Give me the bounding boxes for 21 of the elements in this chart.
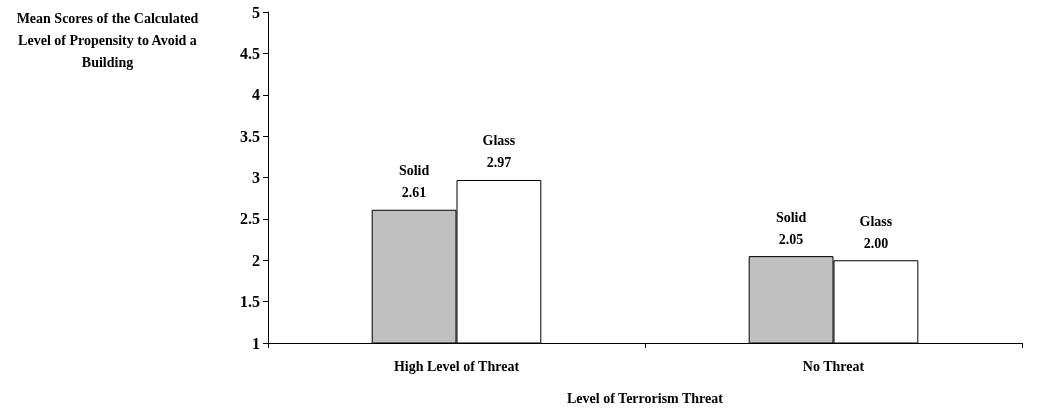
y-tick-label: 3 <box>252 169 260 186</box>
text: Solid <box>775 209 807 225</box>
x-axis-title: Level of Terrorism Threat <box>567 390 724 406</box>
text: Solid <box>398 163 430 179</box>
data-label: 2.05 <box>778 231 804 247</box>
text: Glass <box>482 133 516 149</box>
text: Glass <box>859 213 893 229</box>
x-tick-label: No Threat <box>802 358 865 374</box>
data-label: 2.61 <box>401 185 427 201</box>
data-label: 2.00 <box>863 235 889 251</box>
y-tick-label: 4.5 <box>240 44 260 62</box>
y-tick-label: 2.5 <box>240 210 260 228</box>
y-tick-label: 4 <box>252 86 260 104</box>
data-label: 2.97 <box>486 155 512 171</box>
y-tick-label: 2 <box>252 251 260 269</box>
x-tick-label: High Level of Threat <box>393 358 520 374</box>
y-tick-label: 3.5 <box>240 127 260 145</box>
y-axis-title: Mean Scores of the Calculated Level of Propensity to Avoid a Building <box>15 10 200 72</box>
y-tick-label: 1.5 <box>240 293 260 311</box>
y-tick-label: 5 <box>252 3 260 21</box>
y-tick-label: 1 <box>252 334 260 352</box>
